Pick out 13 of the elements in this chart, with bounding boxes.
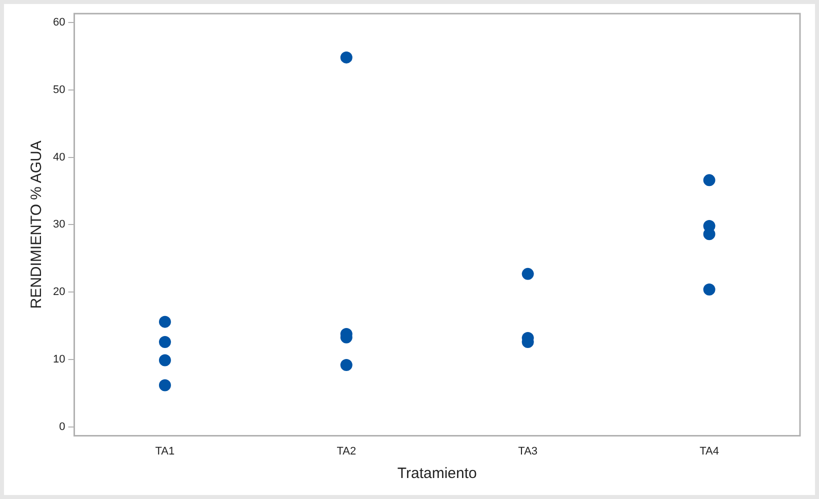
y-tick-label: 20: [52, 286, 66, 298]
y-tick-label: 30: [52, 218, 66, 231]
y-tick-label: 40: [52, 151, 66, 164]
y-tick-label: 10: [52, 354, 66, 366]
x-tick-label: TA2: [336, 445, 356, 458]
y-axis-title: RENDIMIENTO % AGUA: [28, 140, 46, 309]
y-tick-label: 0: [59, 421, 66, 434]
x-axis-title: Tratamiento: [397, 465, 477, 482]
x-tick-label: TA3: [518, 445, 538, 458]
x-tick-label: TA4: [700, 445, 719, 458]
y-tick-label: 50: [52, 84, 66, 96]
y-tick-label: 60: [52, 16, 66, 28]
x-tick-label: TA1: [155, 445, 175, 458]
